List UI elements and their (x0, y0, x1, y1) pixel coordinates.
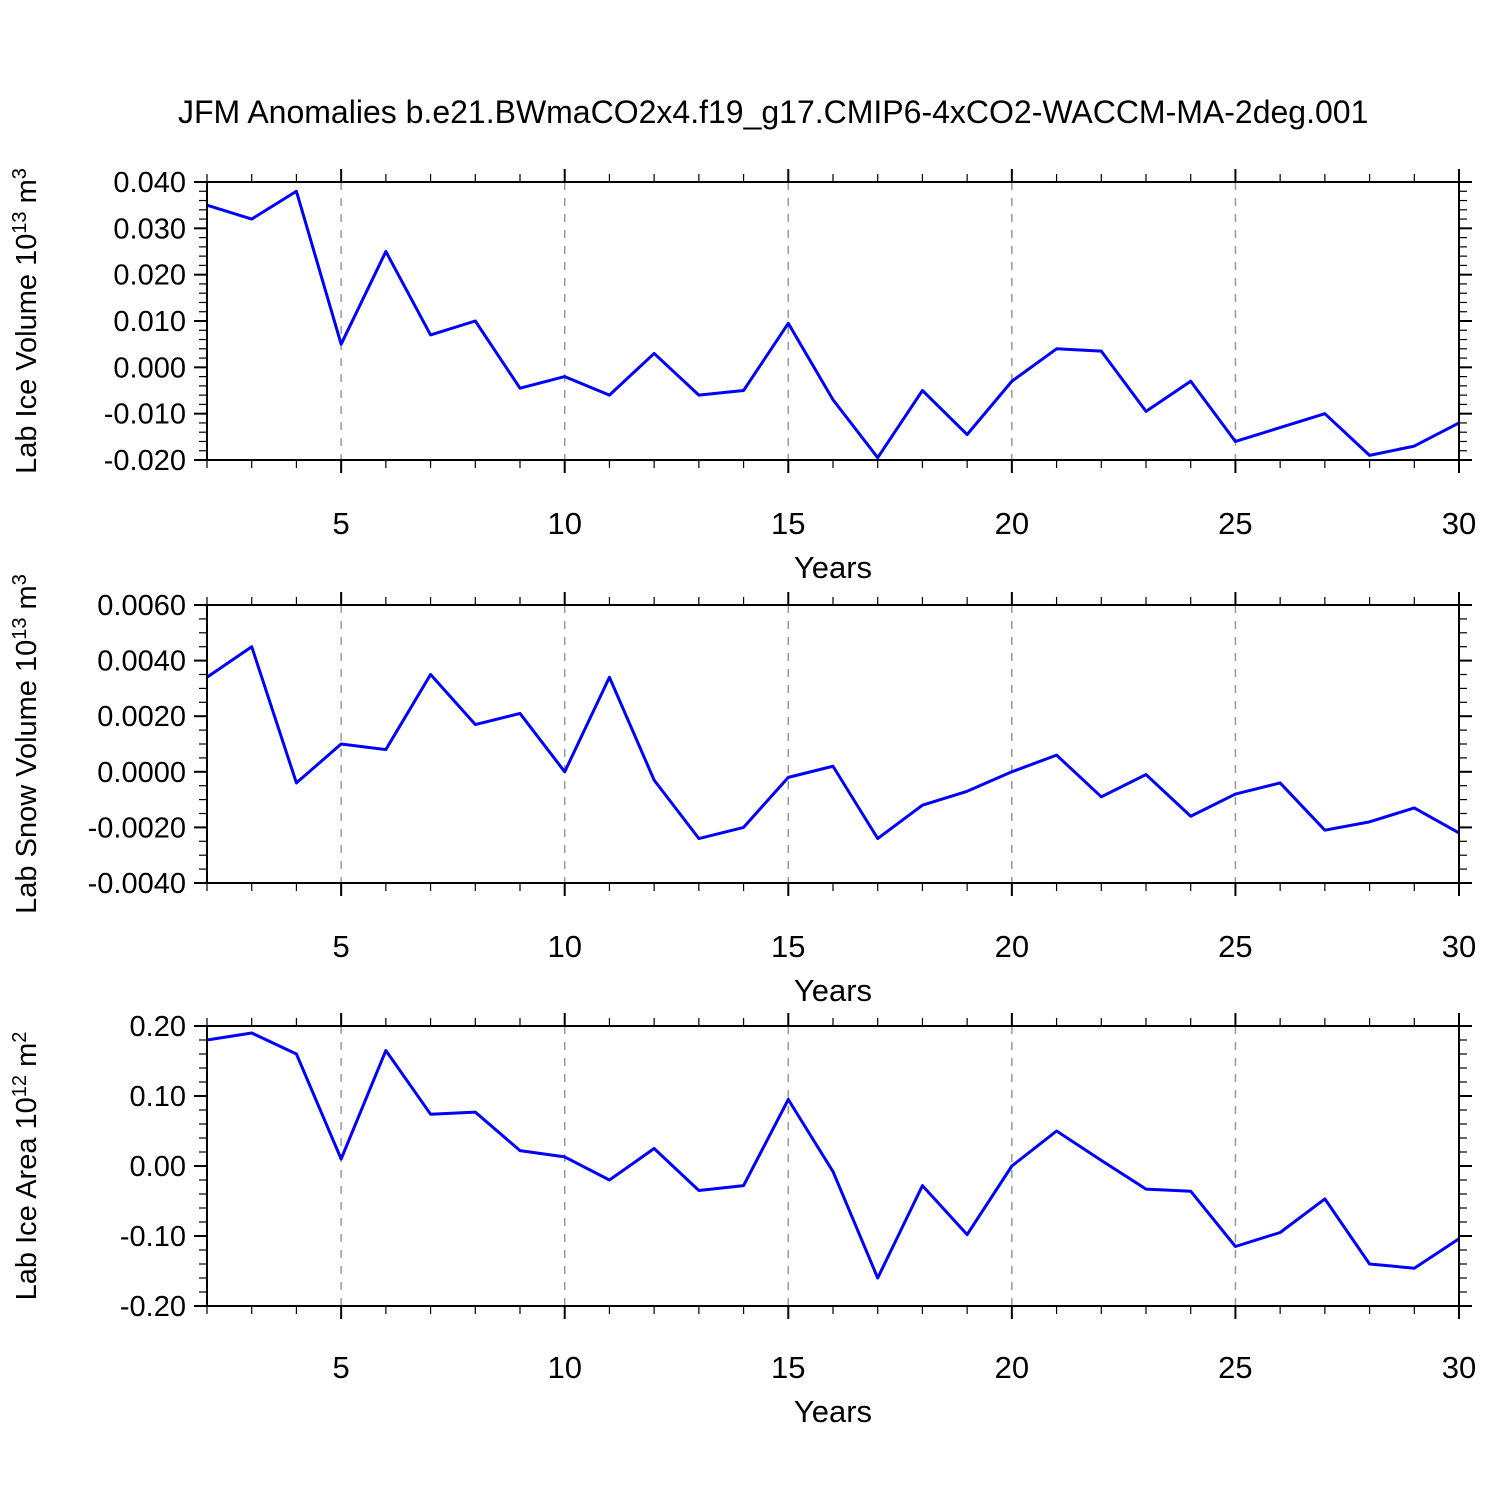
y-tick-label: 0.00 (130, 1151, 186, 1183)
x-tick-label: 25 (1218, 506, 1252, 541)
plot-frame (206, 181, 1460, 461)
x-tick-label: 5 (333, 929, 350, 964)
lab-ice-area-plot: 5 10 15 20 25 30 -0.20 -0.10 0.00 0.10 0.20 Years La… (9, 1011, 1476, 1429)
panel-lab-snow-volume: 5 10 15 20 25 30 -0.0040 -0.0020 0.0000 0.0020 0.0… (0, 574, 1500, 1023)
panel-lab-ice-volume: 5 10 15 20 25 30 -0.020 -0.010 0.000 0.010 0.020 0.… (0, 160, 1500, 600)
y-tick-label: 0.20 (130, 1011, 186, 1043)
x-tick-label: 30 (1442, 1350, 1476, 1385)
series-line (206, 1031, 1460, 1280)
y-tick-label: 0.0020 (97, 701, 186, 733)
y-tick-label: 0.0000 (97, 757, 186, 789)
figure-title: JFM Anomalies b.e21.BWmaCO2x4.f19_g17.CM… (178, 94, 1369, 130)
x-tick-label: 10 (547, 1350, 581, 1385)
y-tick-label: 0.040 (113, 167, 186, 199)
y-tick-label: -0.0040 (88, 868, 186, 900)
y-tick-label: 0.0040 (97, 646, 186, 678)
x-tick-label: 10 (547, 929, 581, 964)
x-axis-title: Years (794, 1394, 872, 1429)
x-tick-label: 15 (771, 1350, 805, 1385)
y-axis-title: Lab Snow Volume 1013 m3 (9, 574, 43, 914)
x-tick-label: 20 (995, 929, 1029, 964)
x-tick-label: 20 (995, 506, 1029, 541)
x-axis-title: Years (794, 973, 872, 1008)
x-tick-label: 20 (995, 1350, 1029, 1385)
y-tick-label: -0.10 (120, 1221, 186, 1253)
y-axis-title: Lab Ice Area 1012 m2 (9, 1032, 43, 1301)
y-tick-label: -0.020 (104, 445, 186, 477)
lab-snow-volume-plot: 5 10 15 20 25 30 -0.0040 -0.0020 0.0000 0.0020 0.0… (9, 574, 1476, 1008)
y-tick-label: 0.020 (113, 260, 186, 292)
x-tick-label: 25 (1218, 1350, 1252, 1385)
x-tick-label: 25 (1218, 929, 1252, 964)
x-tick-label: 30 (1442, 506, 1476, 541)
y-tick-label: 0.000 (113, 352, 186, 384)
x-tick-label: 5 (333, 506, 350, 541)
x-axis-title: Years (794, 550, 872, 585)
lab-ice-volume-plot: 5 10 15 20 25 30 -0.020 -0.010 0.000 0.010 0.020 0.… (9, 167, 1476, 585)
plot-frame (206, 1025, 1460, 1307)
y-tick-label: -0.20 (120, 1291, 186, 1323)
series-line (206, 645, 1460, 841)
y-tick-label: -0.0020 (88, 812, 186, 844)
plot-frame (206, 604, 1460, 884)
x-tick-label: 15 (771, 929, 805, 964)
y-tick-label: 0.10 (130, 1081, 186, 1113)
x-tick-label: 5 (333, 1350, 350, 1385)
x-tick-label: 30 (1442, 929, 1476, 964)
series-line (206, 189, 1460, 460)
x-tick-label: 15 (771, 506, 805, 541)
y-tick-label: 0.010 (113, 306, 186, 338)
y-axis-title: Lab Ice Volume 1013 m3 (9, 168, 43, 474)
y-tick-label: -0.010 (104, 399, 186, 431)
x-tick-label: 10 (547, 506, 581, 541)
panel-lab-ice-area: 5 10 15 20 25 30 -0.20 -0.10 0.00 0.10 0.20 Years La… (0, 1004, 1500, 1444)
y-tick-label: 0.0060 (97, 590, 186, 622)
y-tick-label: 0.030 (113, 213, 186, 245)
